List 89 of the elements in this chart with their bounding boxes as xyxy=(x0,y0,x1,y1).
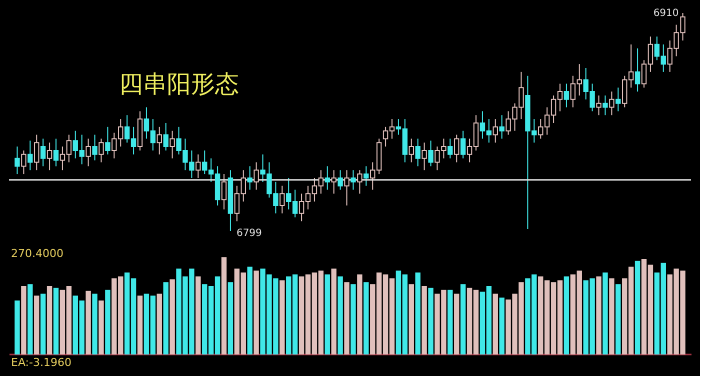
bar xyxy=(344,282,350,354)
bar xyxy=(634,260,640,354)
candlestick xyxy=(254,162,259,190)
candlestick xyxy=(564,83,570,108)
candlestick xyxy=(280,185,285,214)
candlestick xyxy=(454,134,460,163)
candlestick xyxy=(634,48,640,92)
candlestick xyxy=(21,150,26,175)
candlestick xyxy=(163,122,168,151)
candlestick xyxy=(602,94,608,116)
candlestick xyxy=(46,142,52,171)
annotation: 四串阳形态 xyxy=(119,70,239,98)
candlestick xyxy=(324,166,330,190)
bar xyxy=(221,257,227,354)
annotation: 6799 xyxy=(236,228,262,239)
candlestick xyxy=(34,134,40,171)
candlestick xyxy=(357,170,362,194)
bar xyxy=(34,296,40,354)
candlestick xyxy=(53,138,59,167)
bar xyxy=(163,282,168,354)
candlestick xyxy=(247,166,252,190)
bar xyxy=(247,266,252,354)
candlestick xyxy=(98,138,104,163)
candlestick xyxy=(221,174,227,210)
bar xyxy=(53,288,59,354)
bar xyxy=(46,286,52,354)
bar xyxy=(602,272,608,354)
candlestick xyxy=(105,126,110,155)
candlestick xyxy=(408,138,414,163)
bar xyxy=(357,274,362,354)
candlestick xyxy=(28,140,33,171)
candlestick xyxy=(14,146,20,175)
bar xyxy=(92,294,98,354)
candlestick xyxy=(170,130,175,159)
bar xyxy=(350,284,356,354)
candlestick xyxy=(448,138,453,159)
bar xyxy=(415,272,420,354)
candlestick xyxy=(415,138,420,167)
bar xyxy=(156,294,162,354)
candlestick xyxy=(86,138,91,167)
bar xyxy=(98,300,104,354)
candlestick xyxy=(609,91,614,116)
candlestick xyxy=(460,130,466,159)
candlestick xyxy=(364,166,369,186)
bar xyxy=(454,294,460,354)
bar xyxy=(564,276,570,354)
bar xyxy=(170,279,175,354)
candlestick xyxy=(196,154,201,178)
candlestick xyxy=(92,134,98,161)
candlestick xyxy=(338,170,343,190)
bar xyxy=(448,290,453,354)
bar xyxy=(14,300,20,354)
candlestick xyxy=(156,126,162,155)
bar xyxy=(21,286,26,354)
bar xyxy=(364,282,369,354)
bar xyxy=(324,274,330,354)
bar xyxy=(40,294,46,354)
bar xyxy=(254,270,259,354)
annotation: 6910 xyxy=(653,8,679,19)
bar xyxy=(228,282,234,354)
candlestick xyxy=(350,170,356,190)
candlestick xyxy=(344,170,350,206)
candlestick xyxy=(331,170,336,194)
bar xyxy=(499,298,504,354)
bar xyxy=(28,284,33,354)
bar xyxy=(609,278,614,354)
bar xyxy=(105,290,110,354)
bar xyxy=(460,284,466,354)
bar xyxy=(338,276,343,354)
candlestick xyxy=(492,118,498,144)
bar xyxy=(86,290,91,354)
candlestick xyxy=(422,142,427,171)
candlestick xyxy=(616,87,621,112)
bar xyxy=(196,276,201,354)
candlestick xyxy=(499,114,504,140)
bar xyxy=(408,284,414,354)
candlestick xyxy=(428,140,434,167)
bar xyxy=(331,268,336,354)
bar xyxy=(422,286,427,354)
annotation: 270.4000 xyxy=(11,247,64,260)
bar xyxy=(616,284,621,354)
bar xyxy=(280,280,285,354)
bar xyxy=(428,288,434,354)
text: EA:-3.1960 xyxy=(11,356,72,369)
candlestick xyxy=(40,138,46,167)
bar xyxy=(596,276,602,354)
candlestick xyxy=(596,94,602,116)
bar xyxy=(137,296,143,354)
bar xyxy=(492,294,498,354)
